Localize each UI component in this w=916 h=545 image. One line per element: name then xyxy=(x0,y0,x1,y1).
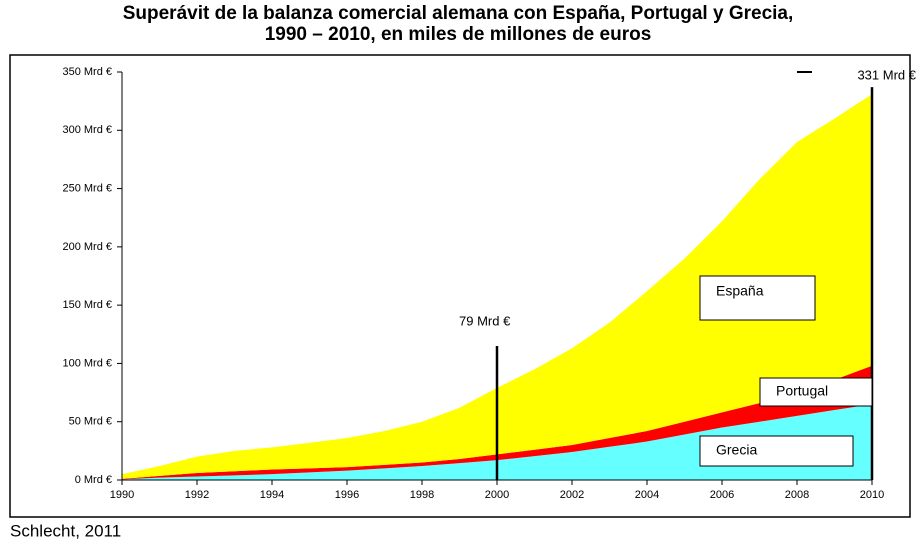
x-tick-label: 2000 xyxy=(485,489,509,501)
y-tick-label: 200 Mrd € xyxy=(62,241,112,253)
source: Schlecht, 2011 xyxy=(10,521,121,540)
area xyxy=(122,404,872,480)
x-tick-label: 2008 xyxy=(785,489,809,501)
y-tick-label: 50 Mrd € xyxy=(69,416,112,428)
series-label: Grecia xyxy=(716,442,757,458)
area xyxy=(122,94,872,479)
annotation-label: 79 Mrd € xyxy=(459,313,511,328)
series-label-box xyxy=(759,377,873,407)
x-tick-label: 2006 xyxy=(710,489,734,501)
x-tick-label: 1992 xyxy=(185,489,209,501)
y-tick-label: 150 Mrd € xyxy=(62,299,112,311)
x-tick-label: 2004 xyxy=(635,489,659,501)
series-label-box xyxy=(699,435,854,467)
y-tick-label: 0 Mrd € xyxy=(75,474,112,486)
x-tick-label: 2010 xyxy=(860,489,884,501)
annotation-label: 331 Mrd € xyxy=(857,67,916,82)
x-tick-label: 1994 xyxy=(260,489,284,501)
y-tick-label: 350 Mrd € xyxy=(62,66,112,78)
chart-title: Superávit de la balanza comercial aleman… xyxy=(123,3,794,24)
series-label-box xyxy=(699,275,816,321)
y-tick-label: 250 Mrd € xyxy=(62,182,112,194)
chart-title: 1990 – 2010, en miles de millones de eur… xyxy=(265,24,652,45)
y-tick-label: 300 Mrd € xyxy=(62,124,112,136)
x-tick-label: 1996 xyxy=(335,489,359,501)
x-tick-label: 2002 xyxy=(560,489,584,501)
y-tick-label: 100 Mrd € xyxy=(62,357,112,369)
series-label: España xyxy=(716,283,764,299)
series-label: Portugal xyxy=(776,383,828,399)
x-tick-label: 1998 xyxy=(410,489,434,501)
x-tick-label: 1990 xyxy=(110,489,134,501)
